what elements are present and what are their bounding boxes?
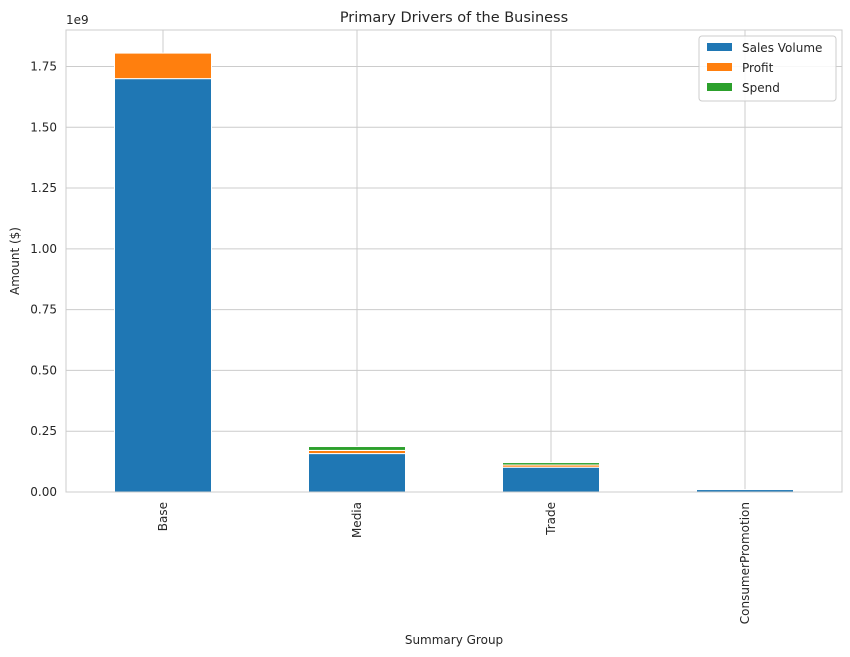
bar-trade-sales-volume [502, 466, 600, 493]
x-tick-label-consumerpromotion: ConsumerPromotion [738, 502, 752, 624]
y-tick-label: 0.50 [30, 363, 57, 377]
bar-base-profit [114, 52, 212, 80]
y-tick-label: 1.00 [30, 242, 57, 256]
y-tick-label: 0.00 [30, 485, 57, 499]
x-axis-label: Summary Group [405, 633, 503, 647]
legend-box [698, 35, 837, 102]
legend-label-sales-volume: Sales Volume [742, 41, 822, 55]
x-tick-label-trade: Trade [544, 502, 558, 536]
bar-base-sales-volume [114, 78, 212, 493]
legend-swatch-profit [707, 63, 732, 71]
bar-media-sales-volume [308, 453, 406, 493]
x-tick-label-media: Media [350, 502, 364, 538]
plot-frame [65, 29, 843, 493]
legend: Sales Volume Profit Spend [698, 35, 837, 102]
bar-trade-spend [502, 462, 600, 466]
y-tick-label: 1.50 [30, 120, 57, 134]
x-tick-labels: Base Media Trade ConsumerPromotion [156, 502, 752, 624]
chart-title: Primary Drivers of the Business [340, 10, 568, 26]
y-offset-text: 1e9 [66, 13, 89, 27]
y-axis-label: Amount ($) [8, 227, 22, 295]
bar-media-spend [308, 446, 406, 451]
bars [114, 52, 794, 493]
y-tick-label: 1.75 [30, 59, 57, 73]
y-tick-labels: 0.00 0.25 0.50 0.75 1.00 1.25 1.50 1.75 [30, 59, 57, 499]
legend-swatch-sales-volume [707, 43, 732, 51]
legend-label-spend: Spend [742, 81, 780, 95]
y-tick-label: 0.25 [30, 424, 57, 438]
y-tick-label: 1.25 [30, 181, 57, 195]
legend-label-profit: Profit [742, 61, 774, 75]
y-tick-label: 0.75 [30, 303, 57, 317]
x-tick-label-base: Base [156, 502, 170, 531]
legend-swatch-spend [707, 83, 732, 91]
